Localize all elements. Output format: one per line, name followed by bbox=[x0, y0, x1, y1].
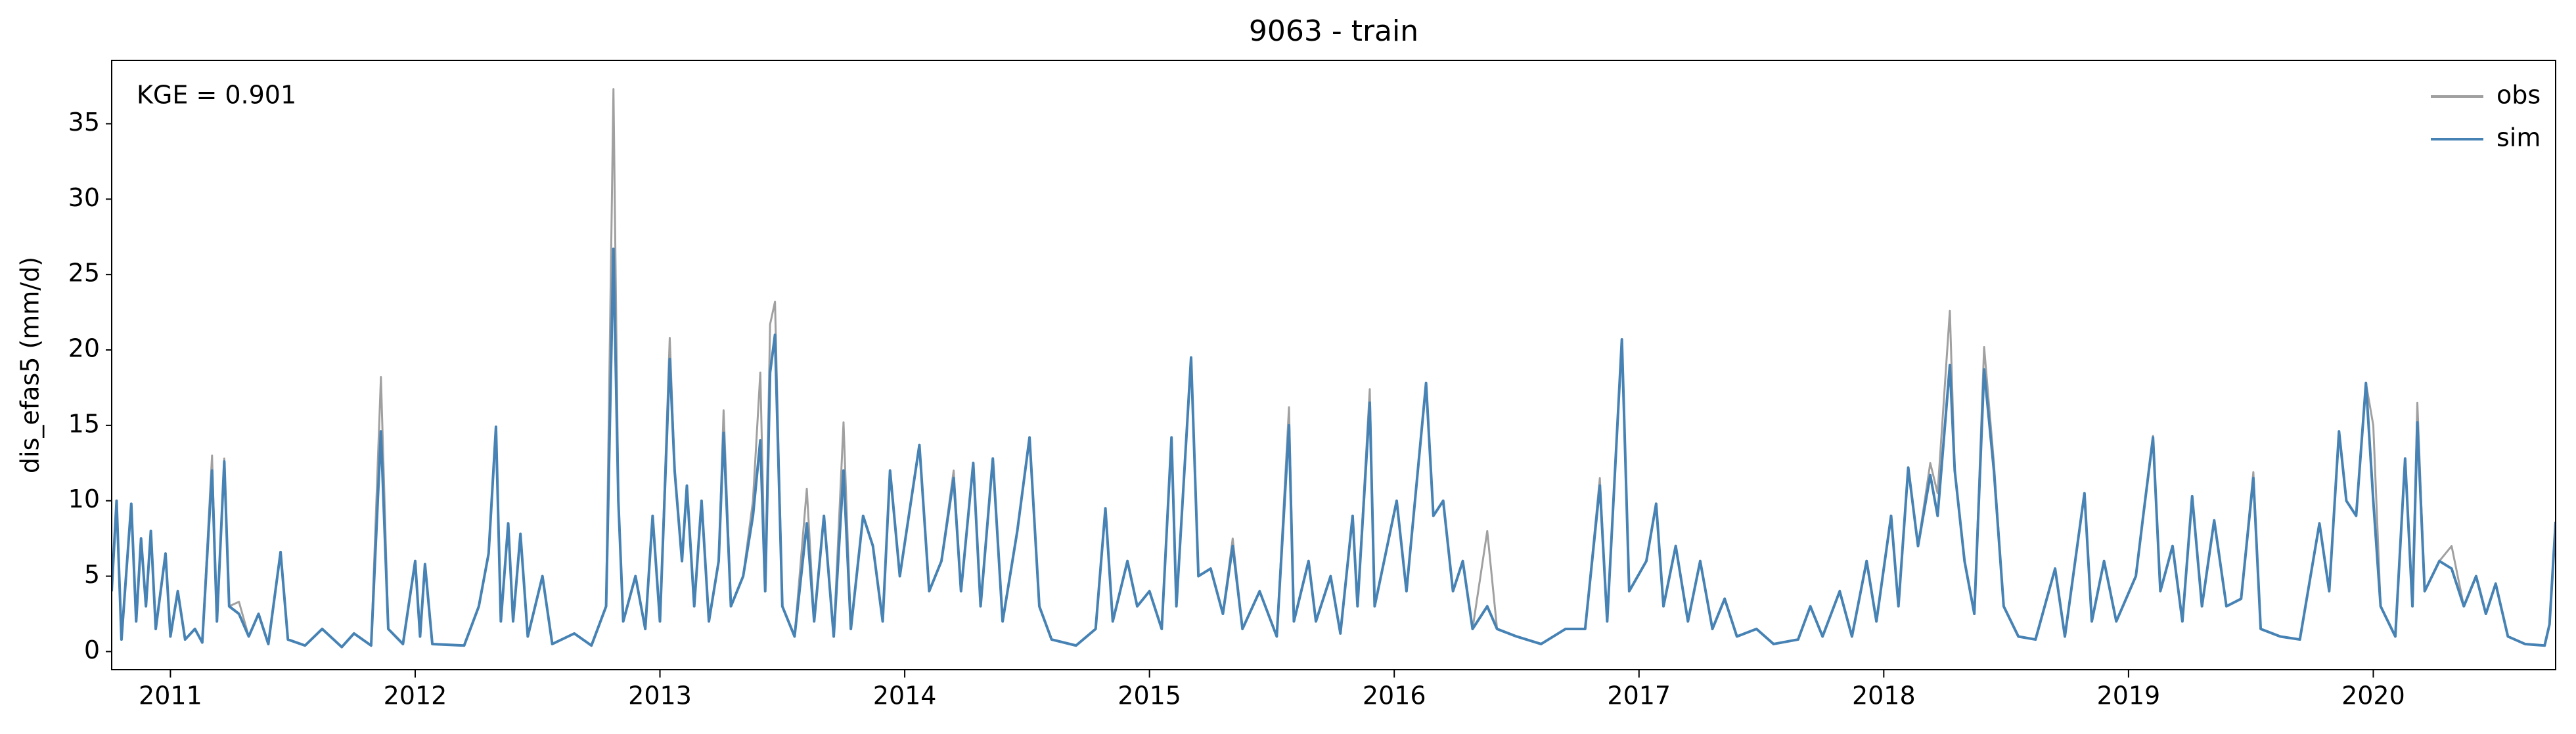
y-tick-label: 5 bbox=[84, 560, 100, 589]
y-tick-label: 10 bbox=[68, 485, 100, 513]
x-tick-label: 2013 bbox=[628, 681, 692, 710]
x-tick-label: 2019 bbox=[2097, 681, 2161, 710]
legend-label: sim bbox=[2497, 123, 2541, 152]
x-tick-label: 2011 bbox=[139, 681, 202, 710]
y-tick-label: 15 bbox=[68, 409, 100, 438]
annotation: KGE = 0.901 bbox=[137, 81, 296, 110]
x-tick-label: 2017 bbox=[1607, 681, 1671, 710]
y-tick-label: 35 bbox=[68, 108, 100, 137]
x-tick-label: 2014 bbox=[873, 681, 937, 710]
y-tick-label: 30 bbox=[68, 183, 100, 212]
y-tick-label: 25 bbox=[68, 259, 100, 288]
x-tick-label: 2018 bbox=[1852, 681, 1916, 710]
y-axis-label: dis_efas5 (mm/d) bbox=[16, 257, 45, 473]
y-tick-label: 20 bbox=[68, 334, 100, 363]
series-line bbox=[112, 248, 2556, 649]
y-tick-label: 0 bbox=[84, 636, 100, 664]
x-tick-label: 2016 bbox=[1363, 681, 1426, 710]
x-tick-label: 2020 bbox=[2341, 681, 2405, 710]
chart-title: 9063 - train bbox=[1249, 14, 1418, 48]
x-tick-label: 2012 bbox=[384, 681, 447, 710]
x-tick-label: 2015 bbox=[1118, 681, 1181, 710]
plot-frame bbox=[111, 60, 2556, 670]
legend-label: obs bbox=[2497, 81, 2541, 110]
